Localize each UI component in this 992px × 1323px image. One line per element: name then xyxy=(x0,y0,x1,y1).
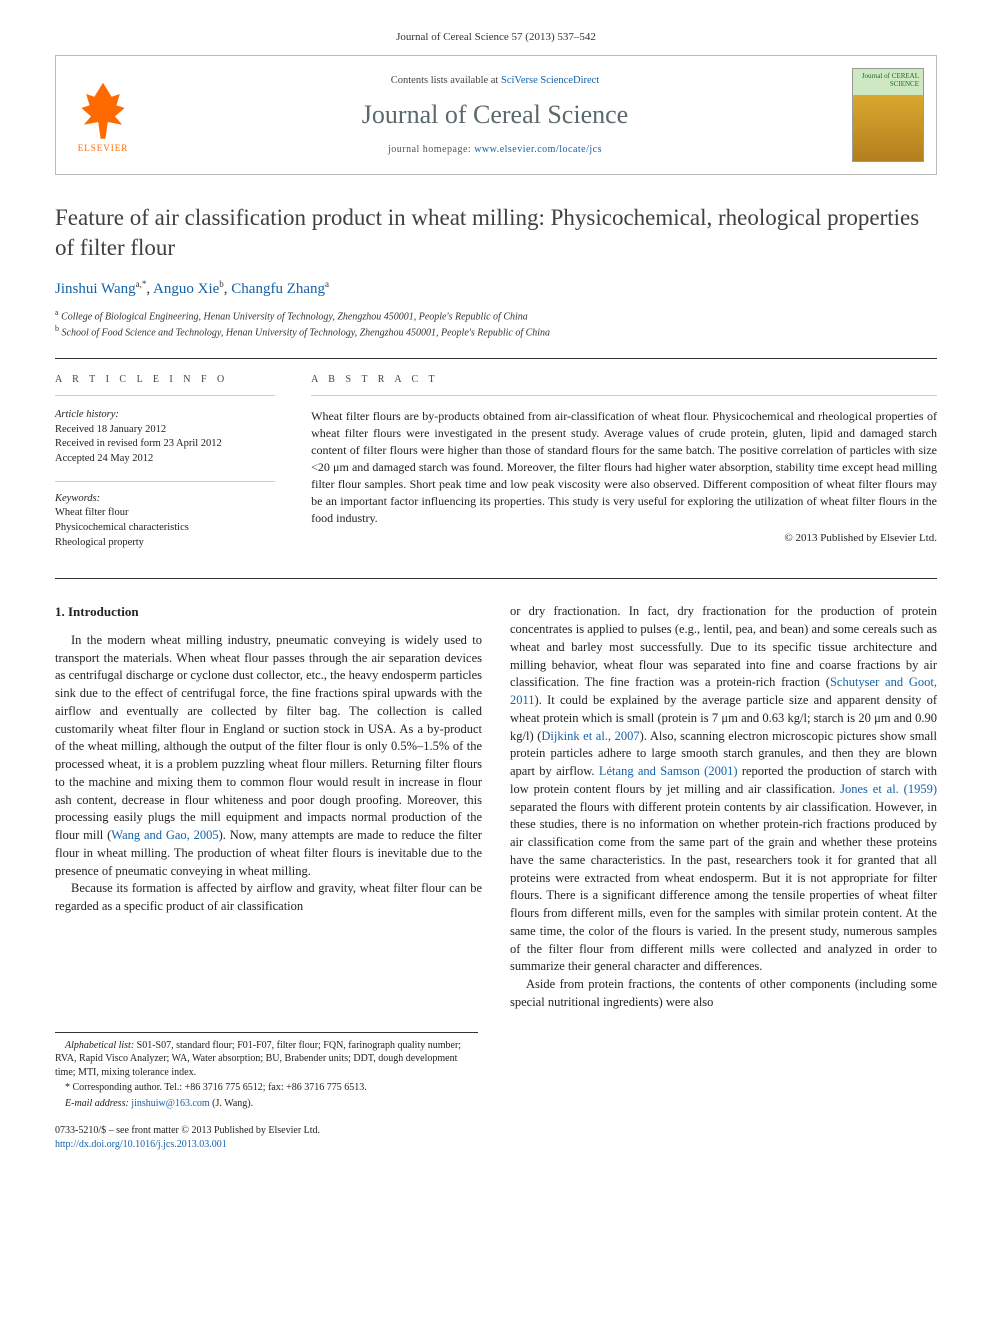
paragraph: In the modern wheat milling industry, pn… xyxy=(55,632,482,881)
journal-homepage-line: journal homepage: www.elsevier.com/locat… xyxy=(152,143,838,157)
sciencedirect-link[interactable]: SciVerse ScienceDirect xyxy=(501,75,599,86)
citation-link[interactable]: Dijkink et al., 2007 xyxy=(541,729,639,743)
article-info-label: A R T I C L E I N F O xyxy=(55,373,275,396)
paragraph: Because its formation is affected by air… xyxy=(55,880,482,916)
author-link[interactable]: Jinshui Wang xyxy=(55,281,136,297)
abstract-text: Wheat filter flours are by-products obta… xyxy=(311,408,937,527)
affiliation-a: a College of Biological Engineering, Hen… xyxy=(55,308,937,324)
elsevier-tree-icon xyxy=(79,83,127,139)
author-link[interactable]: Changfu Zhang xyxy=(231,281,325,297)
article-title: Feature of air classification product in… xyxy=(55,203,937,262)
keyword: Wheat filter flour xyxy=(55,506,275,521)
author-link[interactable]: Anguo Xie xyxy=(153,281,219,297)
left-column: 1. Introduction In the modern wheat mill… xyxy=(55,603,482,1011)
revised-date: Received in revised form 23 April 2012 xyxy=(55,437,275,452)
journal-cover-thumbnail: Journal of CEREAL SCIENCE xyxy=(852,68,924,162)
article-history: Article history: Received 18 January 201… xyxy=(55,408,275,467)
contents-prefix: Contents lists available at xyxy=(391,75,501,86)
citation-link[interactable]: Wang and Gao, 2005 xyxy=(111,828,218,842)
author-list: Jinshui Wanga,*, Anguo Xieb, Changfu Zha… xyxy=(55,278,937,300)
accepted-date: Accepted 24 May 2012 xyxy=(55,452,275,467)
abstract-label: A B S T R A C T xyxy=(311,373,937,396)
elsevier-logo: ELSEVIER xyxy=(68,76,138,154)
affiliations: a College of Biological Engineering, Hen… xyxy=(55,308,937,340)
info-abstract-row: A R T I C L E I N F O Article history: R… xyxy=(55,358,937,580)
citation-link[interactable]: Létang and Samson (2001) xyxy=(599,764,738,778)
doi-link[interactable]: http://dx.doi.org/10.1016/j.jcs.2013.03.… xyxy=(55,1139,227,1150)
keyword: Physicochemical characteristics xyxy=(55,521,275,536)
journal-reference: Journal of Cereal Science 57 (2013) 537–… xyxy=(55,30,937,45)
email-link[interactable]: jinshuiw@163.com xyxy=(131,1098,209,1109)
elsevier-label: ELSEVIER xyxy=(78,142,129,155)
footnotes: Alphabetical list: S01-S07, standard flo… xyxy=(55,1032,478,1111)
citation-link[interactable]: Jones et al. (1959) xyxy=(840,782,937,796)
abbreviations-footnote: Alphabetical list: S01-S07, standard flo… xyxy=(55,1039,478,1080)
homepage-prefix: journal homepage: xyxy=(388,144,474,155)
history-label: Article history: xyxy=(55,408,275,423)
right-column: or dry fractionation. In fact, dry fract… xyxy=(510,603,937,1011)
corresponding-author-footnote: * Corresponding author. Tel.: +86 3716 7… xyxy=(55,1081,478,1095)
header-center: Contents lists available at SciVerse Sci… xyxy=(152,74,838,157)
journal-header: ELSEVIER Contents lists available at Sci… xyxy=(55,55,937,175)
author-affil-sup: b xyxy=(219,279,224,289)
keywords-block: Keywords: Wheat filter flour Physicochem… xyxy=(55,481,275,551)
keywords-label: Keywords: xyxy=(55,492,275,507)
abstract-column: A B S T R A C T Wheat filter flours are … xyxy=(293,359,937,579)
journal-homepage-link[interactable]: www.elsevier.com/locate/jcs xyxy=(474,144,602,155)
affiliation-b: b School of Food Science and Technology,… xyxy=(55,324,937,340)
cover-title: Journal of CEREAL SCIENCE xyxy=(857,73,919,88)
bottom-publication-info: 0733-5210/$ – see front matter © 2013 Pu… xyxy=(55,1124,937,1151)
abstract-copyright: © 2013 Published by Elsevier Ltd. xyxy=(311,531,937,547)
section-heading-introduction: 1. Introduction xyxy=(55,603,482,621)
paragraph: or dry fractionation. In fact, dry fract… xyxy=(510,603,937,976)
article-info-column: A R T I C L E I N F O Article history: R… xyxy=(55,359,293,579)
journal-name: Journal of Cereal Science xyxy=(152,97,838,133)
front-matter-line: 0733-5210/$ – see front matter © 2013 Pu… xyxy=(55,1124,937,1138)
body-columns: 1. Introduction In the modern wheat mill… xyxy=(55,603,937,1011)
author-affil-sup: a,* xyxy=(136,279,147,289)
contents-available-line: Contents lists available at SciVerse Sci… xyxy=(152,74,838,89)
author-affil-sup: a xyxy=(325,279,329,289)
received-date: Received 18 January 2012 xyxy=(55,423,275,438)
email-footnote: E-mail address: jinshuiw@163.com (J. Wan… xyxy=(55,1097,478,1111)
keyword: Rheological property xyxy=(55,536,275,551)
paragraph: Aside from protein fractions, the conten… xyxy=(510,976,937,1012)
